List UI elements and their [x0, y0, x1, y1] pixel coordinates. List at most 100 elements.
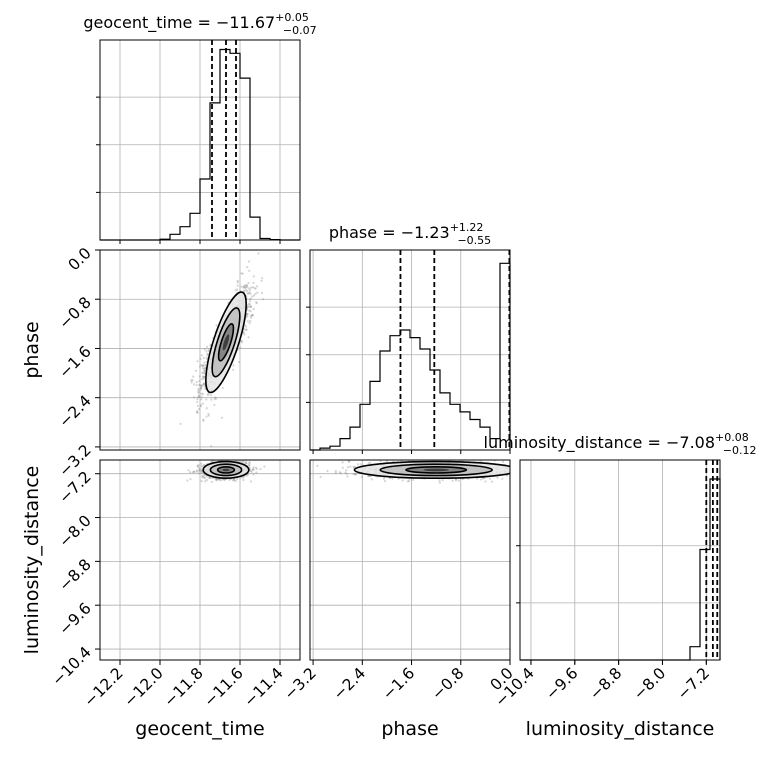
contour-level-3: [423, 468, 450, 472]
sample-point: [198, 384, 201, 387]
pair-frame-2: [309, 459, 511, 661]
hist-grid-luminosity_distance: [520, 460, 720, 660]
sample-point: [341, 466, 344, 469]
sample-point: [198, 380, 201, 383]
sample-point: [200, 386, 203, 389]
sample-point: [367, 475, 370, 478]
sample-point: [476, 477, 479, 480]
sample-point: [490, 480, 494, 483]
sample-point: [232, 364, 235, 367]
sample-point: [205, 407, 208, 410]
sample-point: [203, 369, 206, 372]
x-axis-label-geocent_time: geocent_time: [135, 718, 264, 740]
sample-point: [241, 248, 243, 250]
sample-point: [242, 476, 245, 479]
sample-point: [248, 303, 251, 306]
sample-point: [541, 468, 543, 470]
sample-point: [527, 469, 529, 471]
sample-point: [236, 281, 239, 284]
sample-point: [202, 357, 205, 360]
sample-point: [187, 469, 190, 472]
sample-point: [255, 302, 258, 305]
contour-level-3: [222, 334, 230, 351]
sample-point: [316, 464, 319, 467]
sample-point: [465, 457, 467, 459]
sample-point: [243, 289, 246, 292]
sample-point: [245, 288, 248, 291]
pair-grid-2: [310, 460, 511, 660]
sample-point: [203, 371, 206, 374]
sample-point: [251, 286, 254, 289]
sample-point: [198, 469, 201, 472]
sample-point: [200, 471, 203, 475]
sample-point: [492, 456, 494, 458]
sample-point: [541, 473, 543, 475]
sample-point: [232, 457, 234, 459]
sample-point: [515, 465, 517, 467]
x-tick-label-luminosity_distance: −9.6: [542, 664, 581, 703]
sample-point: [199, 405, 202, 408]
y-tick-label-luminosity_distance: −9.6: [55, 599, 94, 638]
y-tick-label-phase: 0.0: [65, 244, 95, 274]
sample-point: [346, 466, 350, 469]
sample-point: [261, 277, 264, 280]
sample-point: [412, 478, 415, 481]
sample-point: [200, 464, 204, 467]
sample-point: [232, 479, 235, 482]
sample-point: [200, 480, 203, 483]
title-upper: +1.22: [450, 221, 484, 234]
sample-point: [204, 364, 207, 367]
sample-point: [200, 462, 203, 465]
sample-point: [206, 353, 209, 356]
x-tick-label-phase: −2.4: [330, 664, 369, 703]
sample-point: [261, 298, 265, 301]
sample-point: [250, 470, 253, 474]
sample-point: [555, 467, 557, 469]
sample-point: [220, 416, 223, 419]
sample-point: [197, 407, 201, 410]
sample-point: [202, 418, 205, 421]
sample-point: [213, 398, 216, 401]
sample-point: [256, 285, 259, 288]
sample-point: [200, 384, 203, 387]
x-tick-label-geocent_time: −11.4: [241, 664, 287, 710]
sample-point: [242, 478, 245, 482]
sample-point: [215, 479, 218, 482]
sample-point: [238, 457, 240, 459]
sample-point: [520, 468, 522, 470]
sample-point: [240, 341, 244, 344]
x-tick-label-luminosity_distance: −7.2: [674, 664, 713, 703]
sample-point: [192, 396, 196, 399]
sample-point: [247, 260, 251, 263]
sample-point: [202, 419, 205, 422]
sample-point: [198, 467, 201, 470]
sample-point: [202, 375, 205, 378]
sample-point: [250, 305, 253, 309]
sample-point: [383, 480, 387, 483]
pair-grid-0: [100, 249, 300, 450]
sample-point: [196, 397, 199, 401]
sample-point: [236, 284, 239, 287]
sample-point: [353, 465, 356, 468]
y-tick-label-phase: −1.6: [55, 343, 94, 382]
sample-point: [190, 379, 193, 382]
sample-point: [537, 467, 539, 469]
sample-point: [547, 473, 549, 475]
sample-point: [535, 473, 537, 475]
sample-point: [246, 320, 249, 323]
sample-point: [198, 383, 201, 386]
sample-point: [406, 480, 409, 483]
sample-point: [451, 479, 454, 482]
sample-point: [521, 464, 523, 466]
sample-point: [242, 461, 245, 464]
sample-point: [200, 392, 203, 395]
sample-point: [248, 461, 251, 464]
sample-point: [245, 328, 248, 332]
sample-point: [536, 471, 538, 473]
sample-point: [245, 462, 248, 465]
sample-point: [397, 477, 400, 480]
sample-point: [196, 404, 199, 407]
y-tick-label-phase: −0.8: [55, 293, 94, 332]
sample-point: [517, 467, 519, 469]
